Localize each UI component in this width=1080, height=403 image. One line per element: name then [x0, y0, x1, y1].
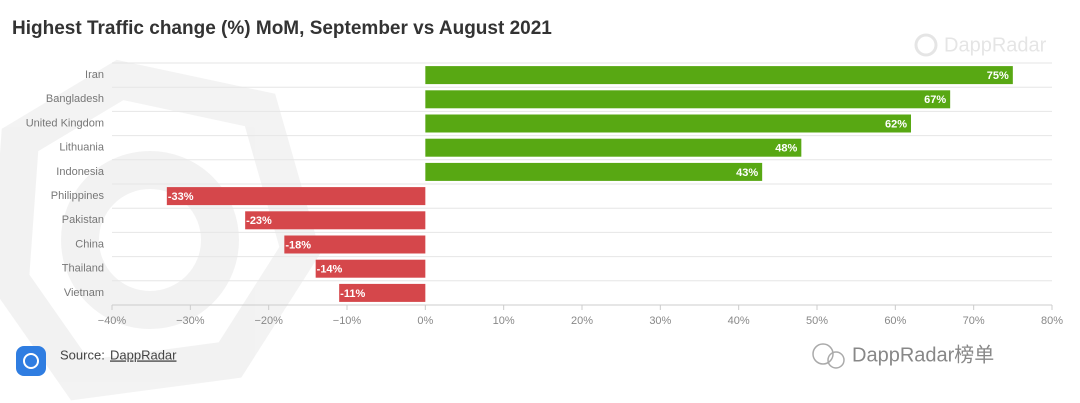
- bar: [284, 235, 426, 254]
- bar: [315, 259, 426, 278]
- brand-text: DappRadar: [944, 34, 1047, 56]
- footer-text: DappRadar榜单: [852, 343, 994, 366]
- source-logo: [16, 346, 46, 376]
- bar: [339, 283, 426, 302]
- bar: [425, 90, 951, 109]
- source: Source: DappRadar: [16, 346, 177, 376]
- x-tick-label: −30%: [176, 315, 205, 327]
- value-label: -33%: [168, 191, 194, 203]
- category-label: China: [75, 238, 105, 250]
- x-tick-label: −10%: [333, 315, 362, 327]
- brand-watermark: DappRadar: [914, 33, 1047, 57]
- value-label: 43%: [736, 167, 758, 179]
- bar: [425, 138, 802, 157]
- category-label: Indonesia: [56, 166, 105, 178]
- x-tick-label: 10%: [493, 315, 515, 327]
- value-label: -18%: [285, 239, 311, 251]
- x-tick-label: 40%: [728, 315, 750, 327]
- source-link[interactable]: DappRadar: [110, 347, 177, 362]
- value-label: -11%: [340, 288, 365, 300]
- value-label: 48%: [775, 143, 797, 155]
- category-label: Thailand: [62, 263, 104, 275]
- category-label: Iran: [85, 69, 104, 81]
- category-label: Vietnam: [64, 287, 104, 299]
- bar: [425, 66, 1013, 85]
- x-tick-label: 50%: [806, 315, 828, 327]
- x-tick-label: 70%: [963, 315, 985, 327]
- category-label: Bangladesh: [46, 93, 104, 105]
- x-tick-label: −20%: [254, 315, 283, 327]
- value-label: 67%: [924, 94, 946, 106]
- x-tick-label: −40%: [98, 315, 127, 327]
- source-label: Source:: [60, 347, 105, 362]
- bar: [425, 162, 763, 181]
- footer-watermark: DappRadar榜单: [812, 343, 994, 369]
- chart-title: Highest Traffic change (%) MoM, Septembe…: [12, 18, 552, 39]
- value-label: -14%: [317, 264, 343, 276]
- x-tick-label: 60%: [884, 315, 906, 327]
- value-label: 62%: [885, 118, 907, 130]
- value-label: 75%: [987, 70, 1009, 82]
- x-tick-label: 80%: [1041, 315, 1063, 327]
- category-label: Pakistan: [62, 214, 104, 226]
- bar: [245, 211, 426, 230]
- bar: [166, 187, 426, 206]
- source-logo-ring: [23, 353, 39, 369]
- category-label: Philippines: [51, 190, 105, 202]
- category-label: Lithuania: [59, 142, 105, 154]
- value-label: -23%: [246, 215, 272, 227]
- x-tick-label: 0%: [417, 315, 433, 327]
- x-tick-label: 20%: [571, 315, 593, 327]
- bar: [425, 114, 911, 133]
- category-label: United Kingdom: [26, 117, 104, 129]
- x-tick-label: 30%: [649, 315, 671, 327]
